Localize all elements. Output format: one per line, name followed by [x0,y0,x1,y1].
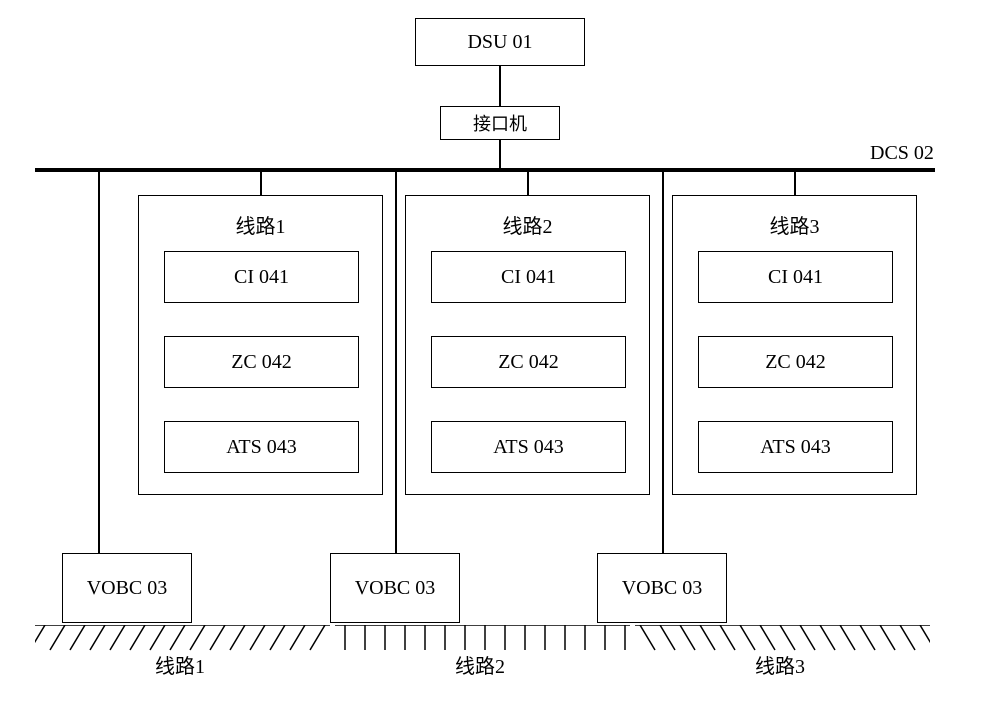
track-label-1: 线路1 [130,650,230,679]
connector-bus-group2 [527,172,529,195]
track-label-2: 线路2 [430,650,530,679]
track-label-3: 线路3 [730,650,830,679]
line2-zc-label: ZC 042 [498,351,559,374]
dsu-label: DSU 01 [467,31,532,54]
connector-interface-bus [499,140,501,168]
line3-zc-label: ZC 042 [765,351,826,374]
interface-box: 接口机 [440,106,560,140]
vobc-label-1: VOBC 03 [87,577,168,600]
line1-ci-label: CI 041 [234,266,289,289]
line-title-3: 线路3 [673,210,916,239]
dcs-bus-label: DCS 02 [870,142,934,165]
line3-ci-label: CI 041 [768,266,823,289]
vobc-box-1: VOBC 03 [62,553,192,623]
line-title-2: 线路2 [406,210,649,239]
line1-ci: CI 041 [164,251,359,303]
line3-ats: ATS 043 [698,421,893,473]
connector-dsu-interface [499,66,501,106]
dsu-box: DSU 01 [415,18,585,66]
connector-bus-group3 [794,172,796,195]
line2-zc: ZC 042 [431,336,626,388]
line3-zc: ZC 042 [698,336,893,388]
connector-bus-vobc1 [98,172,100,553]
line2-ats: ATS 043 [431,421,626,473]
vobc-box-2: VOBC 03 [330,553,460,623]
line1-zc: ZC 042 [164,336,359,388]
vobc-label-3: VOBC 03 [622,577,703,600]
line3-ats-label: ATS 043 [760,436,831,459]
line-group-3: 线路3 CI 041 ZC 042 ATS 043 [672,195,917,495]
connector-bus-vobc2 [395,172,397,553]
line3-ci: CI 041 [698,251,893,303]
vobc-label-2: VOBC 03 [355,577,436,600]
interface-label: 接口机 [473,110,527,136]
line-group-1: 线路1 CI 041 ZC 042 ATS 043 [138,195,383,495]
vobc-box-3: VOBC 03 [597,553,727,623]
line1-ats: ATS 043 [164,421,359,473]
line-title-1: 线路1 [139,210,382,239]
line2-ci: CI 041 [431,251,626,303]
line2-ci-label: CI 041 [501,266,556,289]
dcs-bus [35,168,935,172]
line2-ats-label: ATS 043 [493,436,564,459]
connector-bus-group1 [260,172,262,195]
line1-zc-label: ZC 042 [231,351,292,374]
line-group-2: 线路2 CI 041 ZC 042 ATS 043 [405,195,650,495]
line1-ats-label: ATS 043 [226,436,297,459]
connector-bus-vobc3 [662,172,664,553]
